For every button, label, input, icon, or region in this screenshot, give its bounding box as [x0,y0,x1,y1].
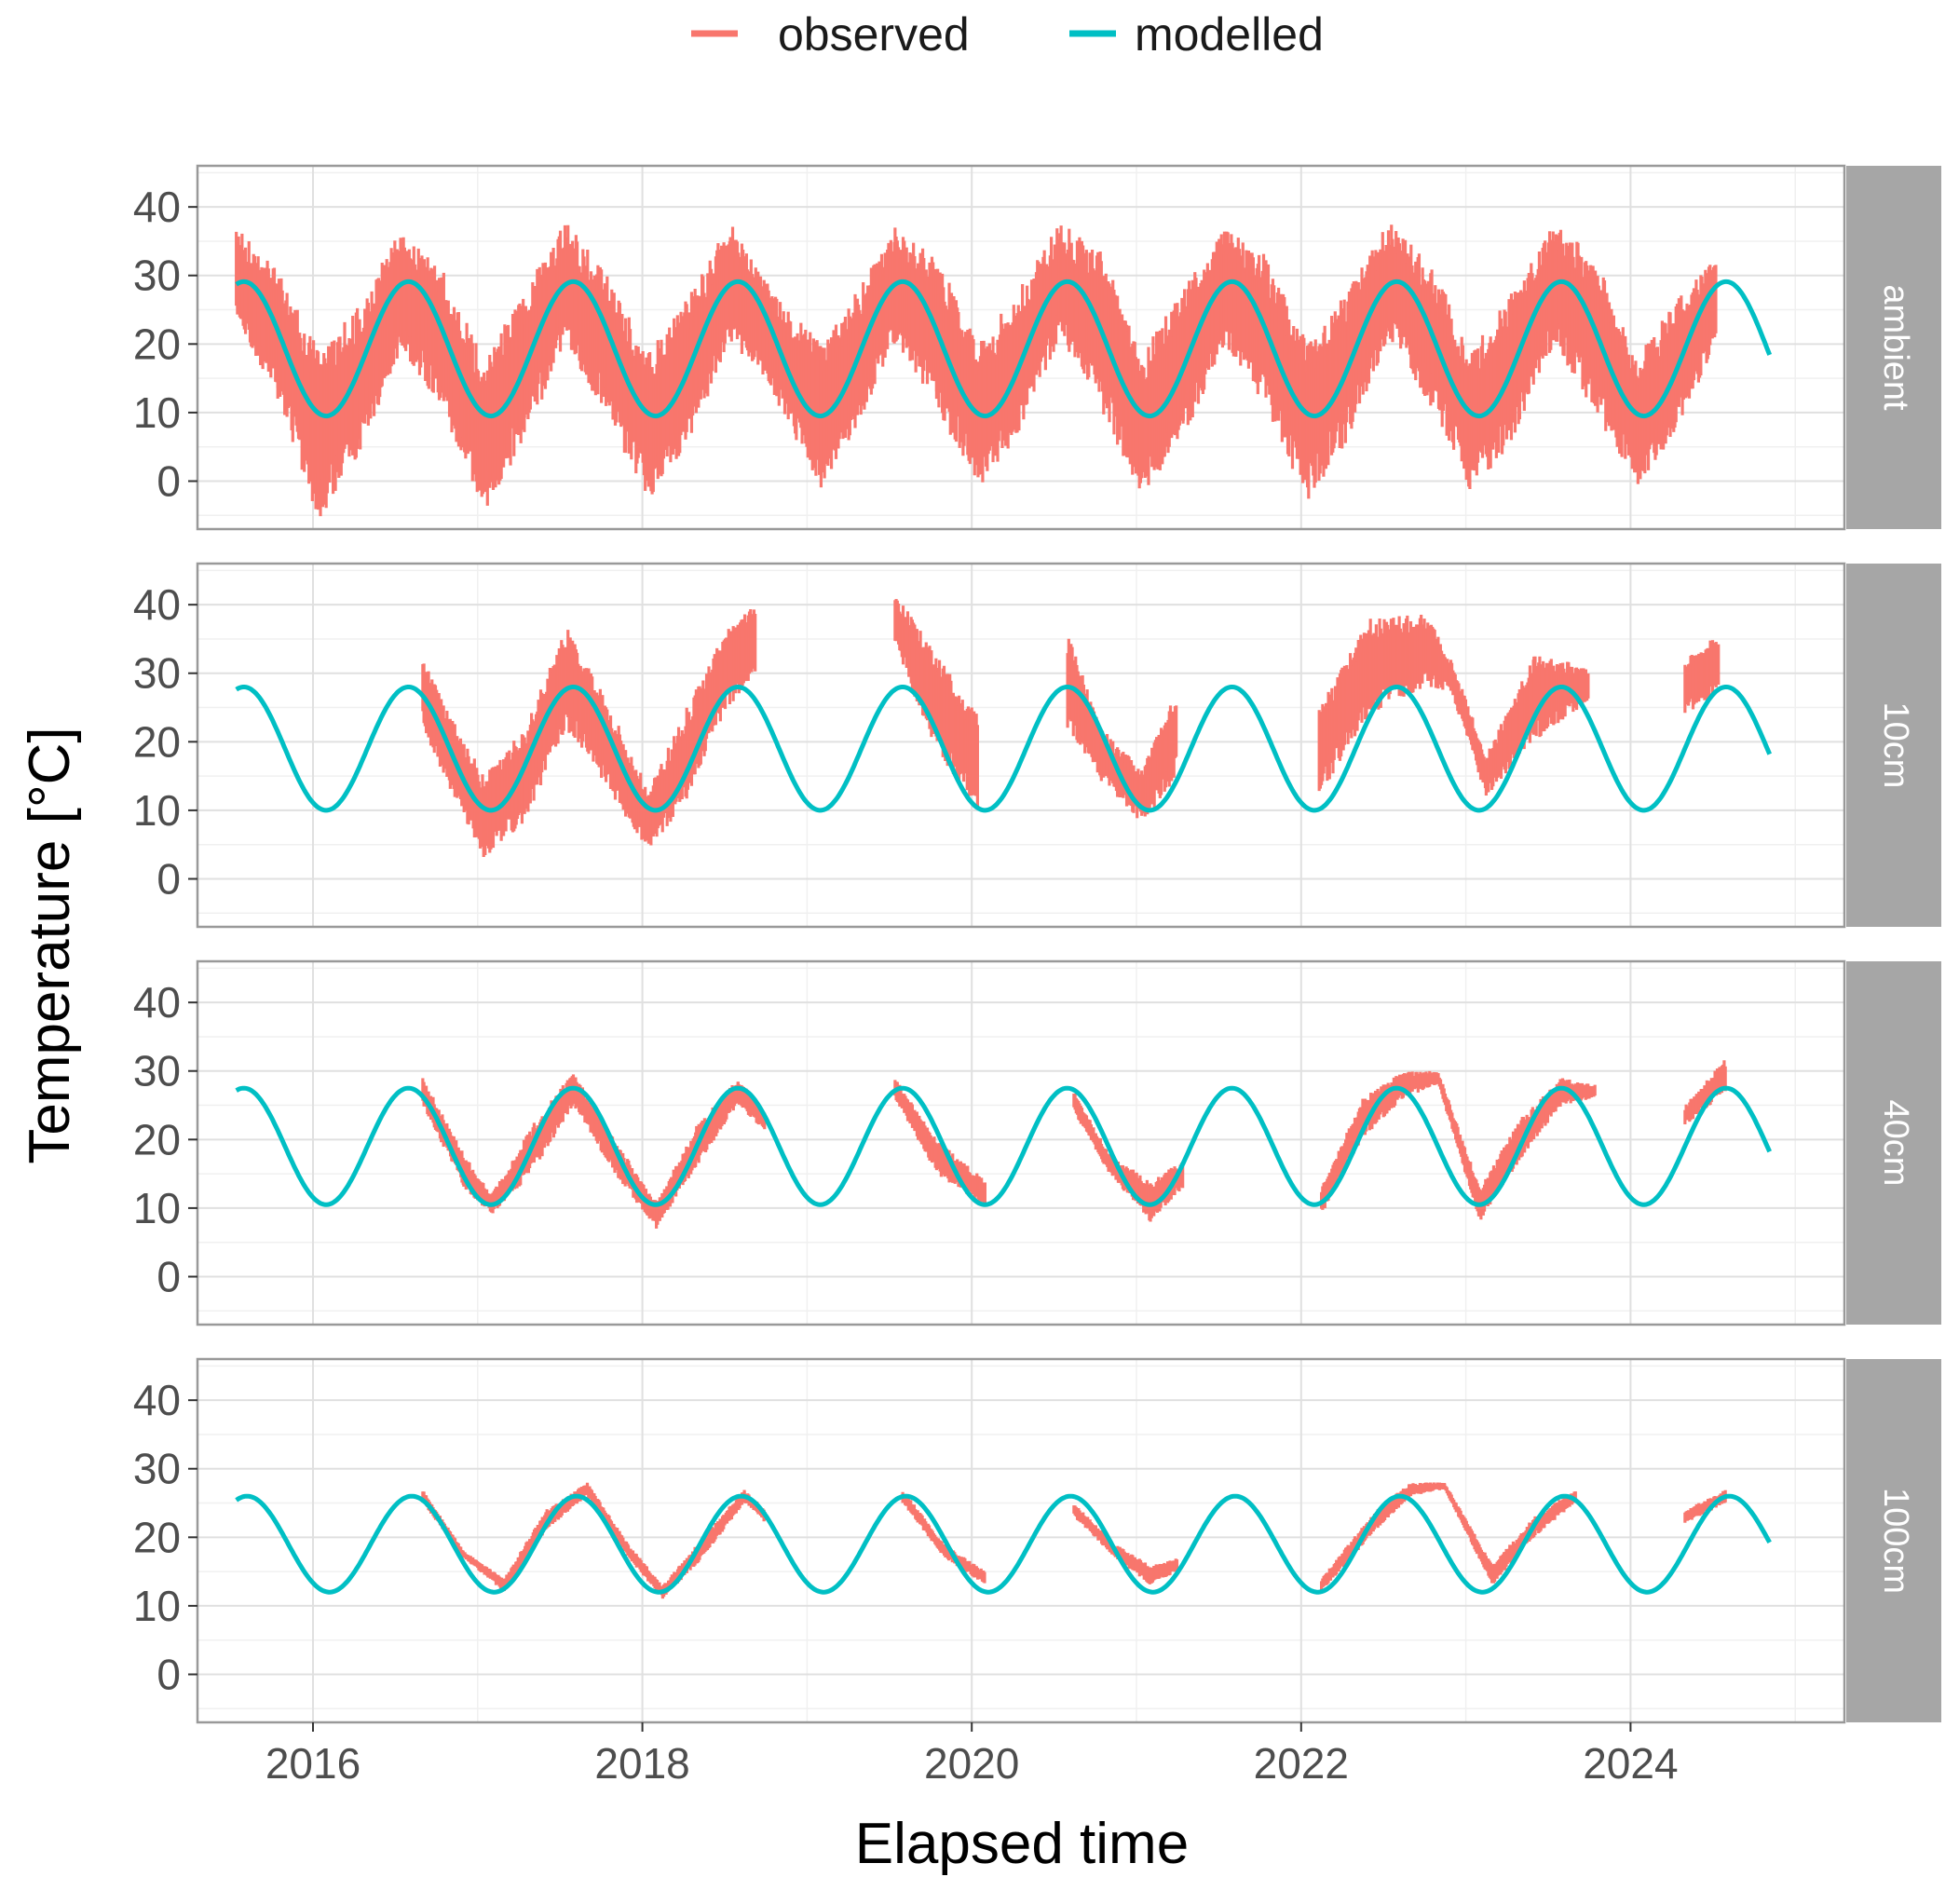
y-tick-label: 30 [133,649,181,698]
y-tick-label: 20 [133,1513,181,1561]
panel-ambient: 0 10 20 30 40 ambient [133,164,1941,531]
facet-strip-label: 100cm [1876,1488,1915,1594]
x-axis-title: Elapsed time [855,1812,1189,1876]
facet-strip [1846,564,1941,927]
modelled-line [235,685,1772,813]
panel-100cm: 0 10 20 30 40 100cm [133,1357,1941,1724]
y-tick-label: 0 [156,1650,181,1698]
y-tick-label: 10 [133,1582,181,1630]
panel-border [196,959,1846,1326]
x-tick-label: 2022 [1254,1739,1349,1788]
x-axis-ticks: 2016 2018 2020 2022 2024 [265,1722,1679,1788]
panel-40cm: 0 10 20 30 40 40cm [133,959,1941,1326]
panel-background [197,1359,1844,1722]
x-tick-label: 2020 [924,1739,1019,1788]
panels: 0 10 20 30 40 ambient 0 10 20 30 40 10cm 0 10 20 30 40 40… [133,164,1941,1724]
y-tick-label: 20 [133,717,181,766]
y-tick-label: 40 [133,183,181,231]
facet-strip [1846,961,1941,1325]
modelled-line [235,1085,1772,1207]
y-tick-label: 10 [133,1184,181,1232]
y-tick-label: 30 [133,1047,181,1095]
y-tick-label: 20 [133,320,181,368]
x-tick-label: 2018 [594,1739,689,1788]
facet-strip-label: 40cm [1876,1100,1915,1187]
observed-series [421,599,1721,858]
legend-label-modelled: modelled [1135,8,1324,61]
x-tick-label: 2024 [1583,1739,1678,1788]
legend: observed modelled [691,8,1324,61]
facet-strip-label: 10cm [1876,702,1915,789]
y-tick-label: 0 [156,1252,181,1300]
panel-border [196,562,1846,929]
legend-label-observed: observed [778,8,970,61]
facet-strip-label: ambient [1876,284,1915,411]
modelled-line [235,1493,1772,1595]
y-axis-title: Temperature [°C] [18,727,82,1163]
y-tick-label: 0 [156,854,181,903]
observed-series [235,224,1718,517]
panel-background [197,961,1844,1325]
facet-strip [1846,1359,1941,1722]
panel-border [196,1357,1846,1724]
y-tick-label: 10 [133,388,181,437]
facet-strip [1846,166,1941,529]
panel-background [197,564,1844,927]
x-tick-label: 2016 [265,1739,361,1788]
modelled-line [235,279,1773,419]
y-tick-label: 0 [156,456,181,505]
y-tick-label: 10 [133,786,181,835]
y-tick-label: 40 [133,580,181,629]
panel-10cm: 0 10 20 30 40 10cm [133,562,1941,929]
y-tick-label: 40 [133,1376,181,1424]
y-tick-label: 40 [133,978,181,1027]
y-tick-label: 30 [133,1445,181,1493]
y-tick-label: 30 [133,252,181,300]
y-tick-label: 20 [133,1115,181,1163]
panel-border [196,164,1846,531]
